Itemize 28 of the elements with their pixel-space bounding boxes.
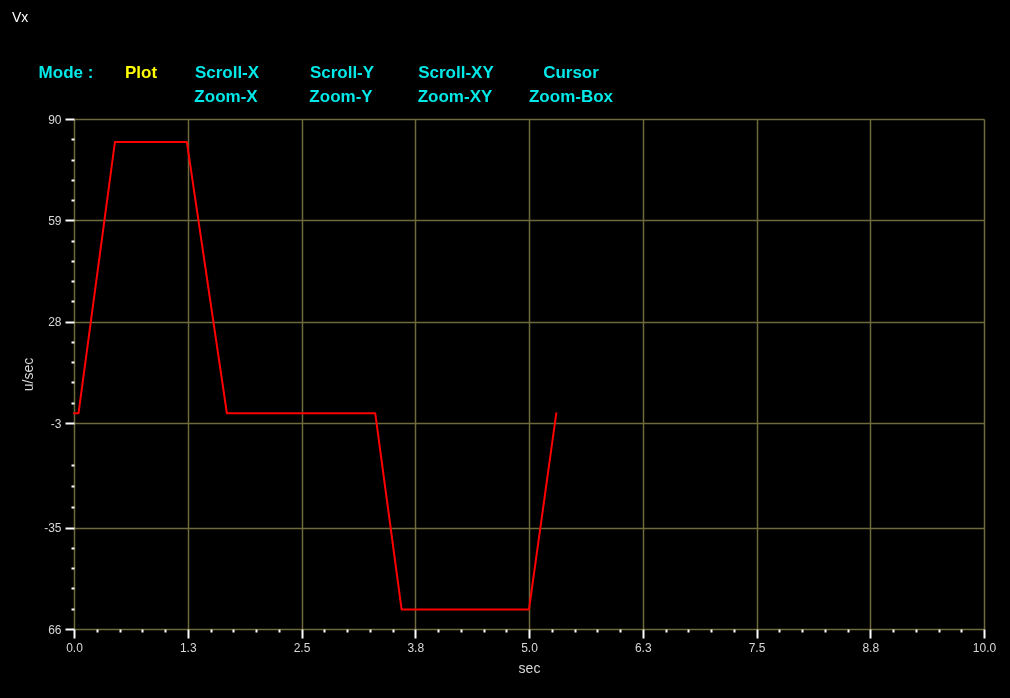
x-tick-label: 7.5	[748, 640, 766, 655]
y-tick-label: -3	[50, 416, 62, 431]
y-tick-label: -35	[44, 521, 62, 536]
text: Plot	[124, 63, 158, 82]
y-tick-label: 90	[48, 112, 62, 127]
x-tick-label: 10.0	[972, 640, 997, 655]
x-tick-label: 1.3	[179, 640, 197, 655]
y-tick-label: 28	[48, 315, 62, 330]
text: Scroll-X	[194, 63, 260, 82]
text: Scroll-XY	[418, 63, 495, 82]
x-tick-label: 0.0	[66, 640, 84, 655]
text: Zoom-Box	[528, 87, 614, 106]
text: Scroll-Y	[309, 63, 375, 82]
x-tick-label: 5.0	[521, 640, 539, 655]
text: Zoom-X	[194, 87, 259, 106]
x-tick-label: 3.8	[407, 640, 425, 655]
text: Zoom-XY	[417, 87, 493, 106]
y-tick-label: 66	[48, 622, 62, 637]
text: Cursor	[543, 63, 600, 82]
x-tick-label: 2.5	[293, 640, 311, 655]
y-axis-title: u/sec	[20, 357, 37, 392]
chart-title: Vx	[12, 9, 29, 25]
x-tick-label: 6.3	[634, 640, 652, 655]
y-tick-label: 59	[48, 213, 62, 228]
text: Zoom-Y	[309, 87, 374, 106]
x-axis-title: sec	[518, 659, 541, 676]
text: Mode :	[38, 63, 94, 82]
x-tick-label: 8.8	[862, 640, 880, 655]
